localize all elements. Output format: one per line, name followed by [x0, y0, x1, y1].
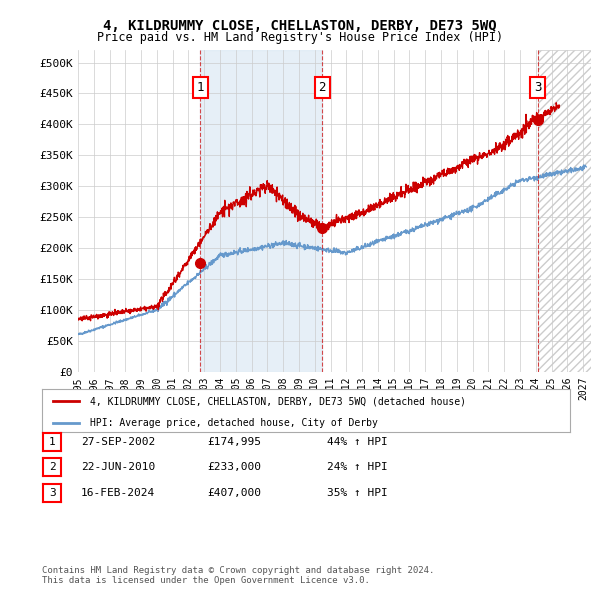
- Text: HPI: Average price, detached house, City of Derby: HPI: Average price, detached house, City…: [89, 418, 377, 428]
- Text: 24% ↑ HPI: 24% ↑ HPI: [327, 463, 388, 472]
- Bar: [538, 50, 591, 372]
- Text: £233,000: £233,000: [207, 463, 261, 472]
- Bar: [200, 50, 322, 372]
- Text: £407,000: £407,000: [207, 488, 261, 497]
- Text: £174,995: £174,995: [207, 437, 261, 447]
- Text: 3: 3: [534, 81, 541, 94]
- Text: 2: 2: [319, 81, 326, 94]
- Text: 22-JUN-2010: 22-JUN-2010: [81, 463, 155, 472]
- Text: 16-FEB-2024: 16-FEB-2024: [81, 488, 155, 497]
- Text: 44% ↑ HPI: 44% ↑ HPI: [327, 437, 388, 447]
- Text: 4, KILDRUMMY CLOSE, CHELLASTON, DERBY, DE73 5WQ (detached house): 4, KILDRUMMY CLOSE, CHELLASTON, DERBY, D…: [89, 396, 466, 407]
- Text: 27-SEP-2002: 27-SEP-2002: [81, 437, 155, 447]
- Text: 1: 1: [49, 437, 56, 447]
- Text: 3: 3: [49, 488, 56, 497]
- Text: 35% ↑ HPI: 35% ↑ HPI: [327, 488, 388, 497]
- Text: Price paid vs. HM Land Registry's House Price Index (HPI): Price paid vs. HM Land Registry's House …: [97, 31, 503, 44]
- Text: Contains HM Land Registry data © Crown copyright and database right 2024.
This d: Contains HM Land Registry data © Crown c…: [42, 566, 434, 585]
- Text: 2: 2: [49, 463, 56, 472]
- Text: 4, KILDRUMMY CLOSE, CHELLASTON, DERBY, DE73 5WQ: 4, KILDRUMMY CLOSE, CHELLASTON, DERBY, D…: [103, 19, 497, 33]
- Text: 1: 1: [196, 81, 204, 94]
